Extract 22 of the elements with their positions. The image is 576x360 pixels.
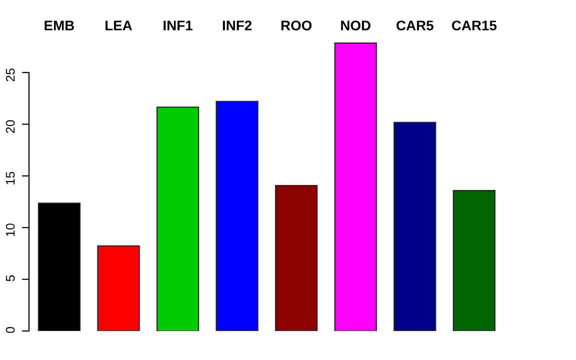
x-tick-label: CAR5 [396, 20, 434, 30]
bar [38, 202, 81, 331]
y-tick-label: 20 [6, 120, 15, 133]
y-tick-label: 15 [6, 172, 15, 184]
bar [216, 100, 258, 331]
bar [334, 42, 377, 331]
bar [394, 122, 436, 331]
y-tick-label: 0 [6, 326, 15, 333]
y-tick-label: 5 [6, 275, 15, 282]
y-tick-label: 10 [6, 224, 15, 236]
x-tick-label: EMB [44, 20, 74, 30]
bar [156, 106, 200, 331]
x-tick-label: LEA [106, 20, 132, 30]
x-tick-label: CAR15 [452, 20, 497, 30]
x-tick-label: ROO [281, 20, 312, 30]
bar [452, 190, 496, 331]
bar [97, 245, 140, 331]
y-tick-label: 25 [6, 68, 15, 82]
bar [275, 184, 318, 331]
x-tick-label: INF2 [222, 20, 252, 30]
x-tick-label: INF1 [164, 20, 192, 30]
x-tick-label: NOD [341, 20, 370, 30]
